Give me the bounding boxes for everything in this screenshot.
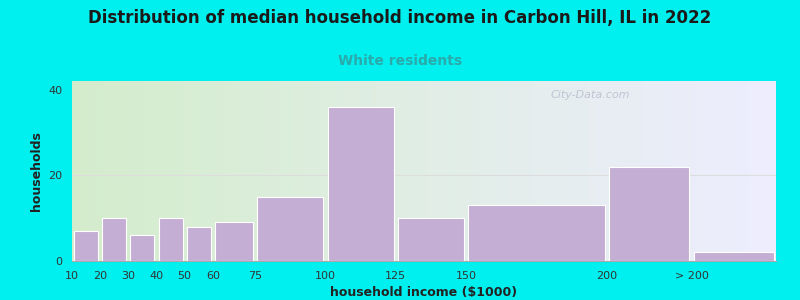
Bar — [215, 222, 253, 261]
Bar — [74, 231, 98, 261]
Text: White residents: White residents — [338, 54, 462, 68]
Bar — [694, 252, 774, 261]
Bar — [102, 218, 126, 261]
Bar — [609, 167, 690, 261]
Y-axis label: households: households — [30, 131, 42, 211]
Text: Distribution of median household income in Carbon Hill, IL in 2022: Distribution of median household income … — [88, 9, 712, 27]
Bar — [186, 227, 210, 261]
Text: City-Data.com: City-Data.com — [550, 90, 630, 100]
Bar — [158, 218, 182, 261]
Bar — [468, 205, 605, 261]
X-axis label: household income ($1000): household income ($1000) — [330, 286, 518, 299]
Bar — [398, 218, 464, 261]
Bar — [130, 235, 154, 261]
Bar — [327, 107, 394, 261]
Bar — [257, 197, 323, 261]
